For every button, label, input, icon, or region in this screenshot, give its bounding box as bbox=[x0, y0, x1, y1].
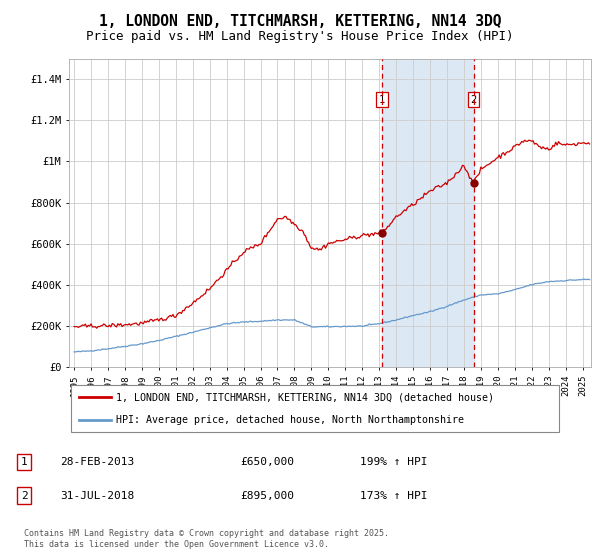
Text: 1, LONDON END, TITCHMARSH, KETTERING, NN14 3DQ: 1, LONDON END, TITCHMARSH, KETTERING, NN… bbox=[99, 14, 501, 29]
Text: 199% ↑ HPI: 199% ↑ HPI bbox=[360, 457, 427, 467]
Text: Price paid vs. HM Land Registry's House Price Index (HPI): Price paid vs. HM Land Registry's House … bbox=[86, 30, 514, 43]
Text: 1: 1 bbox=[20, 457, 28, 467]
Text: 2: 2 bbox=[20, 491, 28, 501]
Text: 2: 2 bbox=[470, 95, 477, 105]
Text: 1, LONDON END, TITCHMARSH, KETTERING, NN14 3DQ (detached house): 1, LONDON END, TITCHMARSH, KETTERING, NN… bbox=[116, 392, 494, 402]
Text: £895,000: £895,000 bbox=[240, 491, 294, 501]
Text: 31-JUL-2018: 31-JUL-2018 bbox=[60, 491, 134, 501]
Text: 28-FEB-2013: 28-FEB-2013 bbox=[60, 457, 134, 467]
Text: HPI: Average price, detached house, North Northamptonshire: HPI: Average price, detached house, Nort… bbox=[116, 416, 464, 426]
Text: 1: 1 bbox=[379, 95, 385, 105]
Bar bbox=[382, 59, 474, 367]
Text: £650,000: £650,000 bbox=[240, 457, 294, 467]
FancyBboxPatch shape bbox=[71, 385, 559, 432]
Text: 173% ↑ HPI: 173% ↑ HPI bbox=[360, 491, 427, 501]
Text: Contains HM Land Registry data © Crown copyright and database right 2025.
This d: Contains HM Land Registry data © Crown c… bbox=[24, 529, 389, 549]
